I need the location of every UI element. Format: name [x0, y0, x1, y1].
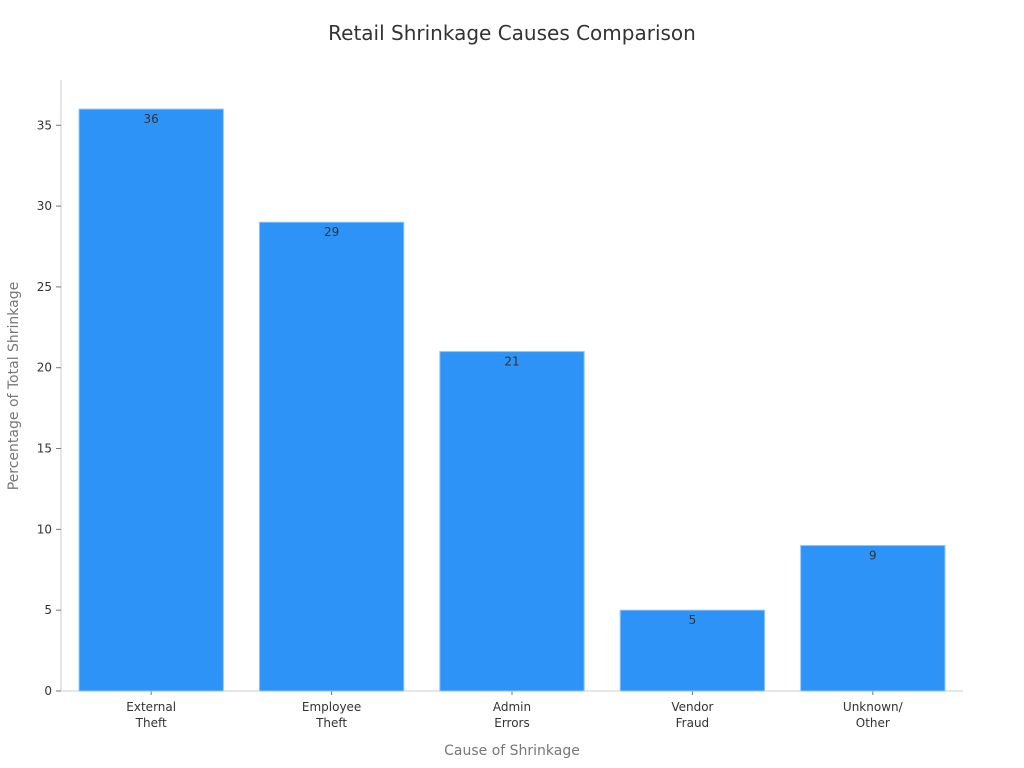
y-tick-label: 0 [44, 684, 52, 698]
x-tick-label: External Theft [126, 700, 176, 730]
x-tick-label-line: Employee [302, 700, 361, 714]
x-tick-label-line: Unknown/ [843, 700, 904, 714]
y-tick-label: 20 [37, 361, 52, 375]
bar-value-label: 9 [869, 549, 877, 563]
bar [439, 351, 585, 692]
y-tick-label: 5 [44, 603, 52, 617]
bar [619, 609, 766, 692]
data-labels-group: 36 29 21 5 9 [144, 112, 877, 627]
y-tick-label: 10 [37, 522, 52, 536]
bar-value-label: 5 [689, 613, 697, 627]
x-tick-label-line: Errors [494, 716, 530, 730]
y-tick-label: 25 [37, 280, 52, 294]
x-tick-label: Employee Theft [302, 700, 361, 730]
x-tick-label-line: Theft [135, 716, 167, 730]
x-tick-label: Admin Errors [493, 700, 531, 730]
y-axis-label: Percentage of Total Shrinkage [6, 282, 22, 491]
y-tick-label: 35 [37, 118, 52, 132]
x-axis: External Theft Employee Theft Admin Errors Ven… [61, 690, 963, 730]
y-tick-label: 30 [37, 199, 52, 213]
x-axis-label: Cause of Shrinkage [444, 743, 580, 759]
bar-value-label: 29 [324, 225, 339, 239]
bar [258, 221, 405, 692]
x-tick-label-line: Other [856, 716, 890, 730]
chart-title: Retail Shrinkage Causes Comparison [328, 21, 696, 45]
y-axis: 0 5 10 15 20 25 30 35 [37, 80, 62, 698]
x-tick-label: Unknown/Other [843, 700, 904, 730]
x-tick-label-line: Fraud [676, 716, 710, 730]
x-tick-label-line: Theft [315, 716, 347, 730]
bar-value-label: 21 [504, 355, 519, 369]
x-tick-label-line: Admin [493, 700, 531, 714]
y-tick-label: 15 [37, 442, 52, 456]
bar-value-label: 36 [144, 112, 159, 126]
x-tick-label-line: External [126, 700, 176, 714]
x-tick-label: Vendor Fraud [671, 700, 713, 730]
bar [78, 108, 224, 692]
x-tick-label-line: Vendor [671, 700, 713, 714]
bars-group [78, 108, 946, 692]
bar [800, 545, 946, 692]
